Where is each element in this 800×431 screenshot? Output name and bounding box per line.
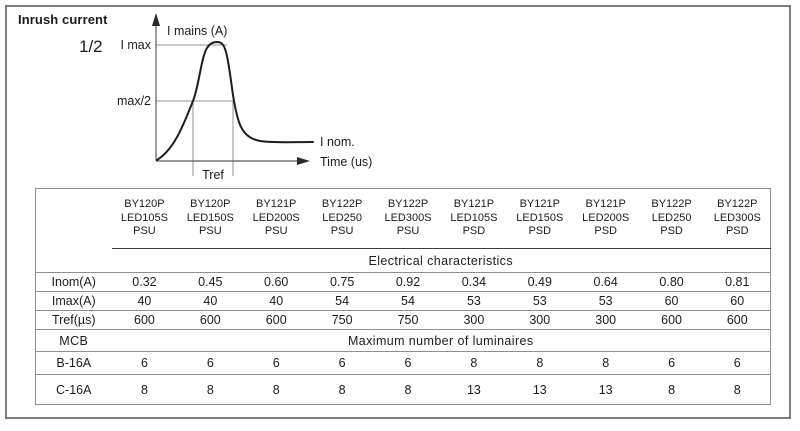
value-cell: 600 — [243, 310, 310, 330]
table-row: Tref(µs) 600 600 600 750 750 300 300 300… — [35, 310, 771, 330]
value-cell: 8 — [668, 382, 676, 397]
value-cell: 54 — [375, 291, 441, 311]
value-cell: 8 — [206, 382, 214, 397]
value-cell: 60 — [704, 291, 771, 311]
row-label: Inom(A) — [35, 272, 112, 292]
electrical-section-row: Electrical characteristics — [35, 248, 771, 273]
value-cell: 53 — [572, 291, 639, 311]
value-cell: 600 — [177, 310, 244, 330]
row-label: B-16A — [35, 351, 112, 375]
value-cell: 600 — [704, 310, 771, 330]
value-cell: 6 — [375, 351, 441, 375]
value-cell: 40 — [243, 291, 310, 311]
value-cell: 13 — [532, 382, 547, 397]
header-cell: BY122P LED250 PSD — [638, 188, 705, 249]
value-cell: 6 — [177, 351, 244, 375]
header-cell: BY121P LED200S PSU — [243, 188, 310, 249]
page-title: Inrush current — [18, 12, 108, 27]
inrush-current-graph: I mains (A) I max max/2 Tref I nom. Time… — [108, 8, 418, 190]
row-label: Imax(A) — [35, 291, 112, 311]
value-cell: 750 — [309, 310, 376, 330]
x-axis-label: Time (us) — [320, 155, 372, 169]
value-cell: 6 — [704, 351, 771, 375]
value-cell: 13 — [466, 382, 481, 397]
y-axis-arrow-icon — [152, 13, 160, 26]
value-cell: 300 — [572, 310, 639, 330]
luminaires-section-title: Maximum number of luminaires — [111, 329, 771, 352]
table-row: C-16A 8 8 8 8 8 13 13 13 8 8 — [36, 375, 771, 405]
value-cell: 40 — [177, 291, 244, 311]
value-cell: 0.45 — [177, 272, 244, 292]
half-max-label: max/2 — [117, 94, 151, 108]
inrush-current-svg: I mains (A) I max max/2 Tref I nom. Time… — [117, 13, 372, 182]
electrical-section-title: Electrical characteristics — [111, 248, 771, 273]
value-cell: 8 — [140, 382, 148, 397]
tref-label: Tref — [202, 168, 224, 182]
value-cell: 750 — [375, 310, 441, 330]
table-header-row: BY120P LED105S PSU BY120P LED150S PSU BY… — [36, 188, 771, 249]
header-cell: BY122P LED250 PSU — [309, 188, 376, 249]
value-cell: 600 — [638, 310, 705, 330]
value-cell: 6 — [111, 351, 178, 375]
value-cell: 40 — [111, 291, 178, 311]
value-cell: 0.64 — [572, 272, 639, 292]
y-axis-label: I mains (A) — [167, 24, 227, 38]
value-cell: 6 — [243, 351, 310, 375]
value-cell: 300 — [506, 310, 573, 330]
value-cell: 8 — [572, 351, 639, 375]
value-cell: 8 — [440, 351, 507, 375]
value-cell: 8 — [338, 382, 346, 397]
row-label: Tref(µs) — [35, 310, 112, 330]
value-cell: 0.34 — [440, 272, 507, 292]
header-cell: BY121P LED105S PSD — [440, 188, 507, 249]
value-cell: 0.80 — [638, 272, 705, 292]
value-cell: 8 — [506, 351, 573, 375]
header-cell: BY120P LED150S PSU — [177, 188, 244, 249]
imax-label: I max — [120, 38, 151, 52]
value-cell: 60 — [638, 291, 705, 311]
value-cell: 0.75 — [309, 272, 376, 292]
table-row: Inom(A) 0.32 0.45 0.60 0.75 0.92 0.34 0.… — [35, 272, 771, 292]
fraction-label: 1/2 — [79, 37, 103, 56]
value-cell: 54 — [309, 291, 376, 311]
value-cell: 0.92 — [375, 272, 441, 292]
value-cell: 0.49 — [506, 272, 573, 292]
x-axis-arrow-icon — [297, 157, 310, 165]
header-cell: BY121P LED200S PSD — [572, 188, 639, 249]
value-cell: 0.32 — [111, 272, 178, 292]
mcb-label: MCB — [35, 329, 112, 352]
value-cell: 6 — [638, 351, 705, 375]
section-label-cell — [35, 248, 112, 273]
row-label: C-16A — [56, 382, 92, 397]
value-cell: 6 — [309, 351, 376, 375]
mcb-section-row: MCB Maximum number of luminaires — [35, 329, 771, 352]
inrush-current-curve — [156, 40, 314, 161]
table-row: Imax(A) 40 40 40 54 54 53 53 53 60 60 — [35, 291, 771, 311]
value-cell: 8 — [272, 382, 280, 397]
page-border — [5, 5, 791, 419]
table-row: B-16A 6 6 6 6 6 8 8 8 6 6 — [35, 351, 771, 375]
header-cell: BY122P LED300S PSD — [704, 188, 771, 249]
header-cell: BY122P LED300S PSU — [375, 188, 441, 249]
inom-label: I nom. — [320, 135, 355, 149]
header-cell: BY120P LED105S PSU — [111, 188, 178, 249]
value-cell: 600 — [111, 310, 178, 330]
header-cell: BY121P LED150S PSD — [506, 188, 573, 249]
value-cell: 300 — [440, 310, 507, 330]
value-cell: 53 — [440, 291, 507, 311]
value-cell: 0.81 — [704, 272, 771, 292]
value-cell: 13 — [598, 382, 613, 397]
characteristics-table: BY120P LED105S PSU BY120P LED150S PSU BY… — [35, 188, 771, 405]
header-corner-cell — [36, 189, 112, 249]
value-cell: 8 — [733, 382, 741, 397]
value-cell: 0.60 — [243, 272, 310, 292]
value-cell: 53 — [506, 291, 573, 311]
value-cell: 8 — [404, 382, 412, 397]
